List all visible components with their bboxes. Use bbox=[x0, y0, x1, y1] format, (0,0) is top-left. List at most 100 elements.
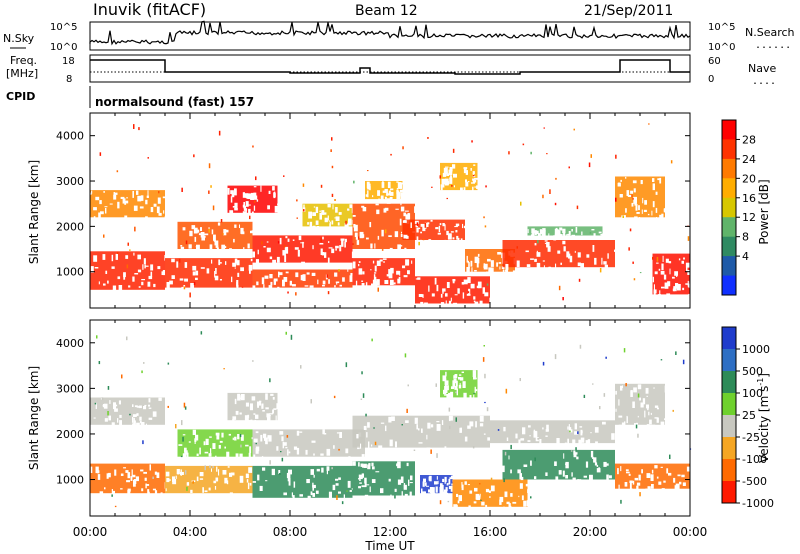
power-gap bbox=[632, 180, 637, 184]
power-gap bbox=[505, 264, 509, 270]
power-gap bbox=[176, 261, 179, 268]
velocity-gap bbox=[534, 476, 537, 480]
velocity-gap bbox=[441, 491, 445, 499]
power-gap bbox=[452, 237, 455, 240]
power-gap bbox=[487, 258, 491, 262]
velocity-gap bbox=[664, 385, 667, 393]
velocity-gap bbox=[458, 377, 461, 380]
power-gap bbox=[535, 230, 539, 235]
velocity-gap bbox=[241, 394, 245, 401]
velocity-gap bbox=[474, 487, 478, 492]
velocity-band bbox=[177, 429, 253, 457]
velocity-gap bbox=[262, 467, 266, 471]
velocity-gap bbox=[641, 469, 643, 474]
power-speck bbox=[134, 226, 136, 232]
power-gap bbox=[675, 283, 679, 289]
velocity-speck bbox=[362, 393, 365, 398]
power-gap bbox=[181, 286, 185, 290]
power-gap bbox=[686, 266, 688, 272]
power-gap bbox=[276, 256, 280, 263]
power-gap bbox=[309, 285, 314, 288]
velocity-gap bbox=[634, 477, 639, 481]
velocity-speck bbox=[675, 351, 677, 355]
power-gap bbox=[236, 260, 240, 266]
power-gap bbox=[236, 284, 239, 289]
power-gap bbox=[221, 244, 226, 250]
velocity-gap bbox=[158, 397, 162, 401]
velocity-gap bbox=[450, 475, 454, 479]
velocity-gap bbox=[435, 486, 438, 493]
velocity-gap bbox=[518, 495, 520, 498]
velocity-gap bbox=[328, 491, 332, 499]
velocity-gap bbox=[629, 480, 633, 483]
velocity-gap bbox=[530, 460, 532, 466]
power-gap bbox=[687, 270, 690, 275]
power-gap bbox=[327, 204, 331, 208]
power-gap bbox=[240, 267, 244, 272]
velocity-speck bbox=[204, 465, 206, 471]
power-gap bbox=[352, 261, 356, 269]
velocity-speck bbox=[592, 383, 594, 385]
velocity-gap bbox=[620, 385, 623, 391]
velocity-colorbar-segment bbox=[722, 481, 736, 504]
velocity-gap bbox=[267, 414, 271, 417]
power-gap bbox=[400, 189, 404, 193]
nsearch-tick-top: 10^5 bbox=[708, 22, 735, 33]
power-gap bbox=[420, 239, 422, 244]
power-gap bbox=[456, 235, 459, 240]
power-gap bbox=[682, 287, 685, 291]
power-gap bbox=[113, 192, 115, 197]
power-gap bbox=[444, 224, 446, 231]
velocity-gap bbox=[464, 436, 468, 442]
power-gap bbox=[656, 217, 657, 222]
power-gap bbox=[111, 254, 114, 262]
velocity-gap bbox=[215, 477, 219, 482]
power-colorbar-segment bbox=[722, 120, 736, 140]
power-speck bbox=[439, 175, 441, 179]
velocity-gap bbox=[148, 398, 151, 403]
velocity-gap bbox=[95, 402, 97, 409]
velocity-speck bbox=[167, 362, 170, 365]
power-gap bbox=[353, 224, 358, 232]
velocity-gap bbox=[359, 479, 361, 481]
velocity-gap bbox=[574, 431, 578, 435]
velocity-gap bbox=[230, 472, 235, 476]
power-gap bbox=[242, 192, 245, 198]
power-gap bbox=[103, 283, 106, 286]
power-gap bbox=[341, 240, 344, 247]
velocity-gap bbox=[425, 482, 427, 486]
velocity-gap bbox=[367, 422, 370, 428]
velocity-speck bbox=[96, 335, 98, 339]
power-gap bbox=[447, 181, 450, 185]
power-gap bbox=[445, 166, 449, 168]
power-gap bbox=[501, 266, 505, 269]
power-gap bbox=[659, 214, 664, 221]
velocity-gap bbox=[239, 453, 243, 459]
power-gap bbox=[463, 190, 465, 194]
velocity-gap bbox=[255, 431, 259, 434]
velocity-gap bbox=[456, 493, 459, 497]
velocity-gap bbox=[365, 484, 370, 486]
velocity-gap bbox=[364, 477, 367, 484]
velocity-gap bbox=[403, 484, 407, 490]
power-gap bbox=[463, 225, 467, 229]
power-gap bbox=[158, 212, 162, 216]
power-gap bbox=[460, 188, 463, 195]
velocity-gap bbox=[483, 433, 486, 435]
power-gap bbox=[474, 301, 479, 307]
power-speck bbox=[295, 292, 297, 296]
power-gap bbox=[388, 235, 392, 237]
velocity-gap bbox=[475, 377, 477, 380]
power-speck bbox=[116, 251, 119, 254]
power-gap bbox=[687, 283, 691, 288]
velocity-gap bbox=[218, 469, 220, 476]
power-gap bbox=[402, 265, 406, 269]
velocity-gap bbox=[352, 461, 356, 466]
power-gap bbox=[396, 194, 400, 200]
velocity-speck bbox=[404, 353, 407, 358]
velocity-gap bbox=[650, 412, 652, 415]
time-axis-label: Time UT bbox=[364, 539, 415, 553]
power-gap bbox=[234, 258, 238, 264]
velocity-gap bbox=[276, 446, 279, 451]
